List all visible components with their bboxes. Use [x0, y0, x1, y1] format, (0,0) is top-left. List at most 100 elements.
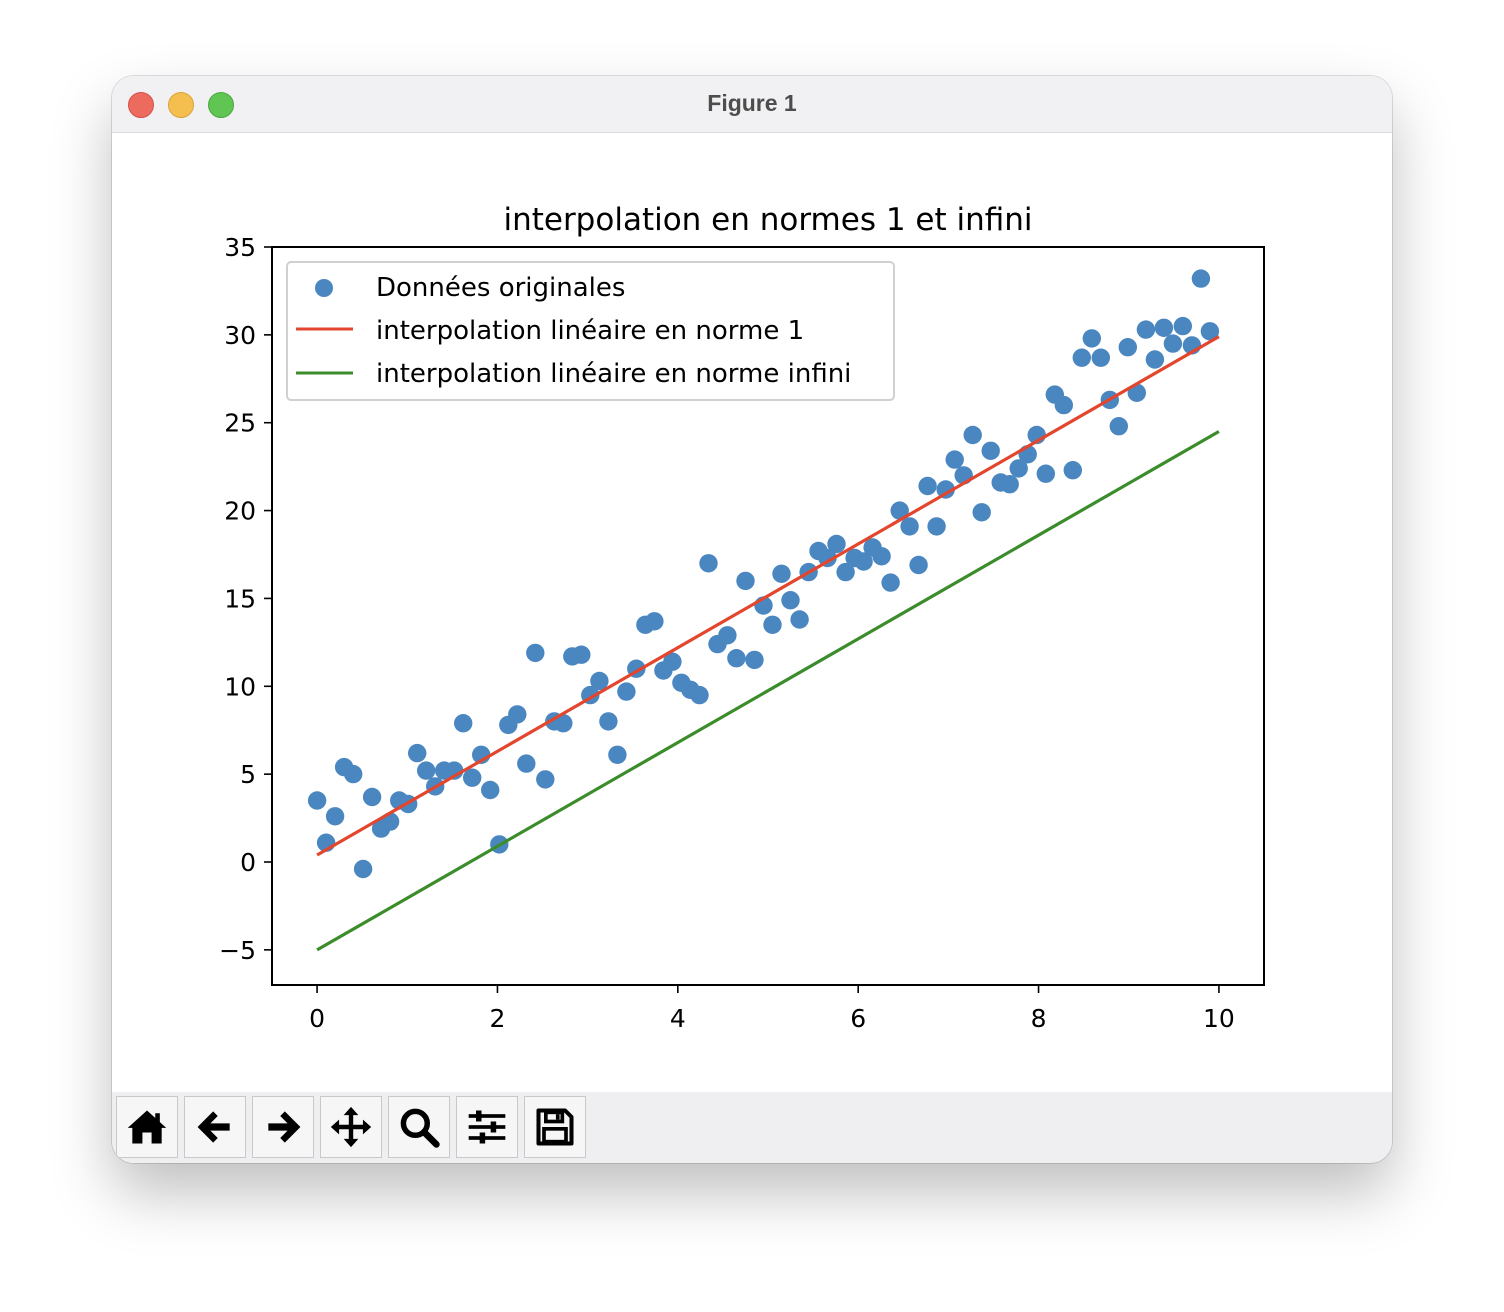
- title-bar[interactable]: Figure 1: [112, 76, 1392, 133]
- scatter-point: [699, 554, 718, 573]
- scatter-point: [645, 612, 664, 631]
- scatter-point: [981, 441, 1000, 460]
- scatter-point: [572, 645, 591, 664]
- scatter-point: [1009, 459, 1028, 478]
- scatter-point: [536, 770, 555, 789]
- scatter-point: [1191, 269, 1211, 288]
- chart-title: interpolation en normes 1 et infini: [503, 202, 1032, 238]
- scatter-point: [508, 705, 527, 724]
- scatter-point: [781, 591, 800, 610]
- scatter-point: [362, 787, 382, 807]
- legend-label-norminf: interpolation linéaire en norme infini: [376, 359, 851, 389]
- scatter-point: [344, 764, 363, 784]
- scatter-point: [307, 791, 327, 810]
- sliders-icon: [468, 1110, 506, 1144]
- scatter-point: [663, 652, 682, 671]
- arrow-left-icon: [197, 1111, 230, 1143]
- scatter-point: [1173, 316, 1193, 336]
- legend-label-norm1: interpolation linéaire en norme 1: [376, 316, 804, 346]
- line-norm1: [316, 335, 1220, 857]
- scatter-point: [417, 761, 436, 780]
- move-icon: [330, 1106, 372, 1148]
- scatter-point: [836, 562, 855, 582]
- y-tick-label: 5: [240, 760, 256, 789]
- scatter-point: [617, 682, 636, 701]
- legend-label-scatter: Données originales: [376, 273, 625, 303]
- window-title: Figure 1: [707, 90, 797, 116]
- legend-marker-scatter: [315, 279, 333, 297]
- x-tick-label: 10: [1203, 1004, 1235, 1033]
- scatter-point: [963, 425, 982, 445]
- chart: interpolation en normes 1 et infini 0 2 4 6…: [219, 202, 1265, 1033]
- zoom-button[interactable]: [388, 1096, 450, 1158]
- arrow-right-icon: [268, 1111, 301, 1143]
- scatter-point: [1082, 329, 1102, 348]
- scatter-point: [608, 745, 627, 764]
- close-window-button[interactable]: [128, 92, 154, 118]
- x-tick-label: 8: [1031, 1004, 1047, 1033]
- y-tick-label: 30: [224, 321, 256, 350]
- scatter-point: [554, 714, 573, 733]
- scatter-point: [1118, 338, 1138, 357]
- y-tick-label: −5: [219, 936, 256, 965]
- scatter-point: [945, 450, 964, 469]
- navigation-toolbar: [112, 1092, 1392, 1163]
- y-tick-label: 0: [240, 848, 256, 877]
- forward-button[interactable]: [252, 1096, 314, 1158]
- minimize-window-button[interactable]: [168, 92, 194, 118]
- legend: Données originales interpolation linéair…: [286, 261, 895, 401]
- x-tick-label: 0: [309, 1004, 325, 1033]
- scatter-point: [1091, 348, 1111, 367]
- scatter-point: [690, 685, 709, 705]
- scatter-point: [1154, 318, 1174, 337]
- scatter-point: [872, 547, 891, 566]
- scatter-point: [918, 476, 937, 496]
- y-tick-label: 10: [224, 672, 256, 701]
- y-tick-label: 25: [224, 409, 256, 438]
- home-icon: [127, 1110, 167, 1144]
- scatter-point: [408, 743, 427, 763]
- scatter-point: [927, 517, 946, 536]
- home-button[interactable]: [116, 1096, 178, 1158]
- scatter-point: [718, 626, 737, 645]
- scatter-point: [881, 573, 900, 592]
- scatter-point: [1000, 475, 1019, 494]
- scatter-point: [1072, 348, 1092, 367]
- scatter-point: [454, 714, 473, 733]
- back-button[interactable]: [184, 1096, 246, 1158]
- x-tick-label: 2: [490, 1004, 506, 1033]
- scatter-point: [854, 552, 873, 571]
- zoom-icon: [400, 1108, 440, 1148]
- scatter-point: [1200, 322, 1220, 341]
- scatter-point: [936, 480, 955, 499]
- configure-subplots-button[interactable]: [456, 1096, 518, 1158]
- scatter-point: [517, 754, 536, 773]
- scatter-point: [325, 807, 345, 826]
- scatter-point: [972, 503, 991, 522]
- scatter-point: [590, 671, 609, 691]
- x-tick-label: 4: [670, 1004, 686, 1033]
- y-tick-label: 35: [224, 233, 256, 262]
- x-tick-label: 6: [850, 1004, 866, 1033]
- scatter-point: [1054, 395, 1074, 415]
- y-tick-label: 15: [224, 584, 256, 613]
- figure-canvas[interactable]: interpolation en normes 1 et infini 0 2 4 6…: [112, 133, 1392, 1091]
- scatter-point: [890, 501, 909, 520]
- scatter-point: [727, 649, 746, 668]
- pan-button[interactable]: [320, 1096, 382, 1158]
- scatter-point: [353, 859, 373, 879]
- scatter-point: [1163, 334, 1183, 353]
- maximize-window-button[interactable]: [208, 92, 234, 118]
- scatter-point: [526, 643, 545, 663]
- scatter-point: [745, 650, 764, 670]
- scatter-point: [736, 571, 755, 591]
- save-button[interactable]: [524, 1096, 586, 1158]
- scatter-point: [463, 768, 482, 787]
- line-norminf: [316, 430, 1220, 952]
- y-tick-label: 20: [224, 497, 256, 526]
- figure-window: Figure 1 interpolation en normes 1 et in…: [112, 76, 1392, 1163]
- scatter-point: [599, 712, 618, 731]
- scatter-point: [900, 517, 919, 536]
- scatter-point: [481, 780, 500, 800]
- scatter-point: [790, 610, 809, 629]
